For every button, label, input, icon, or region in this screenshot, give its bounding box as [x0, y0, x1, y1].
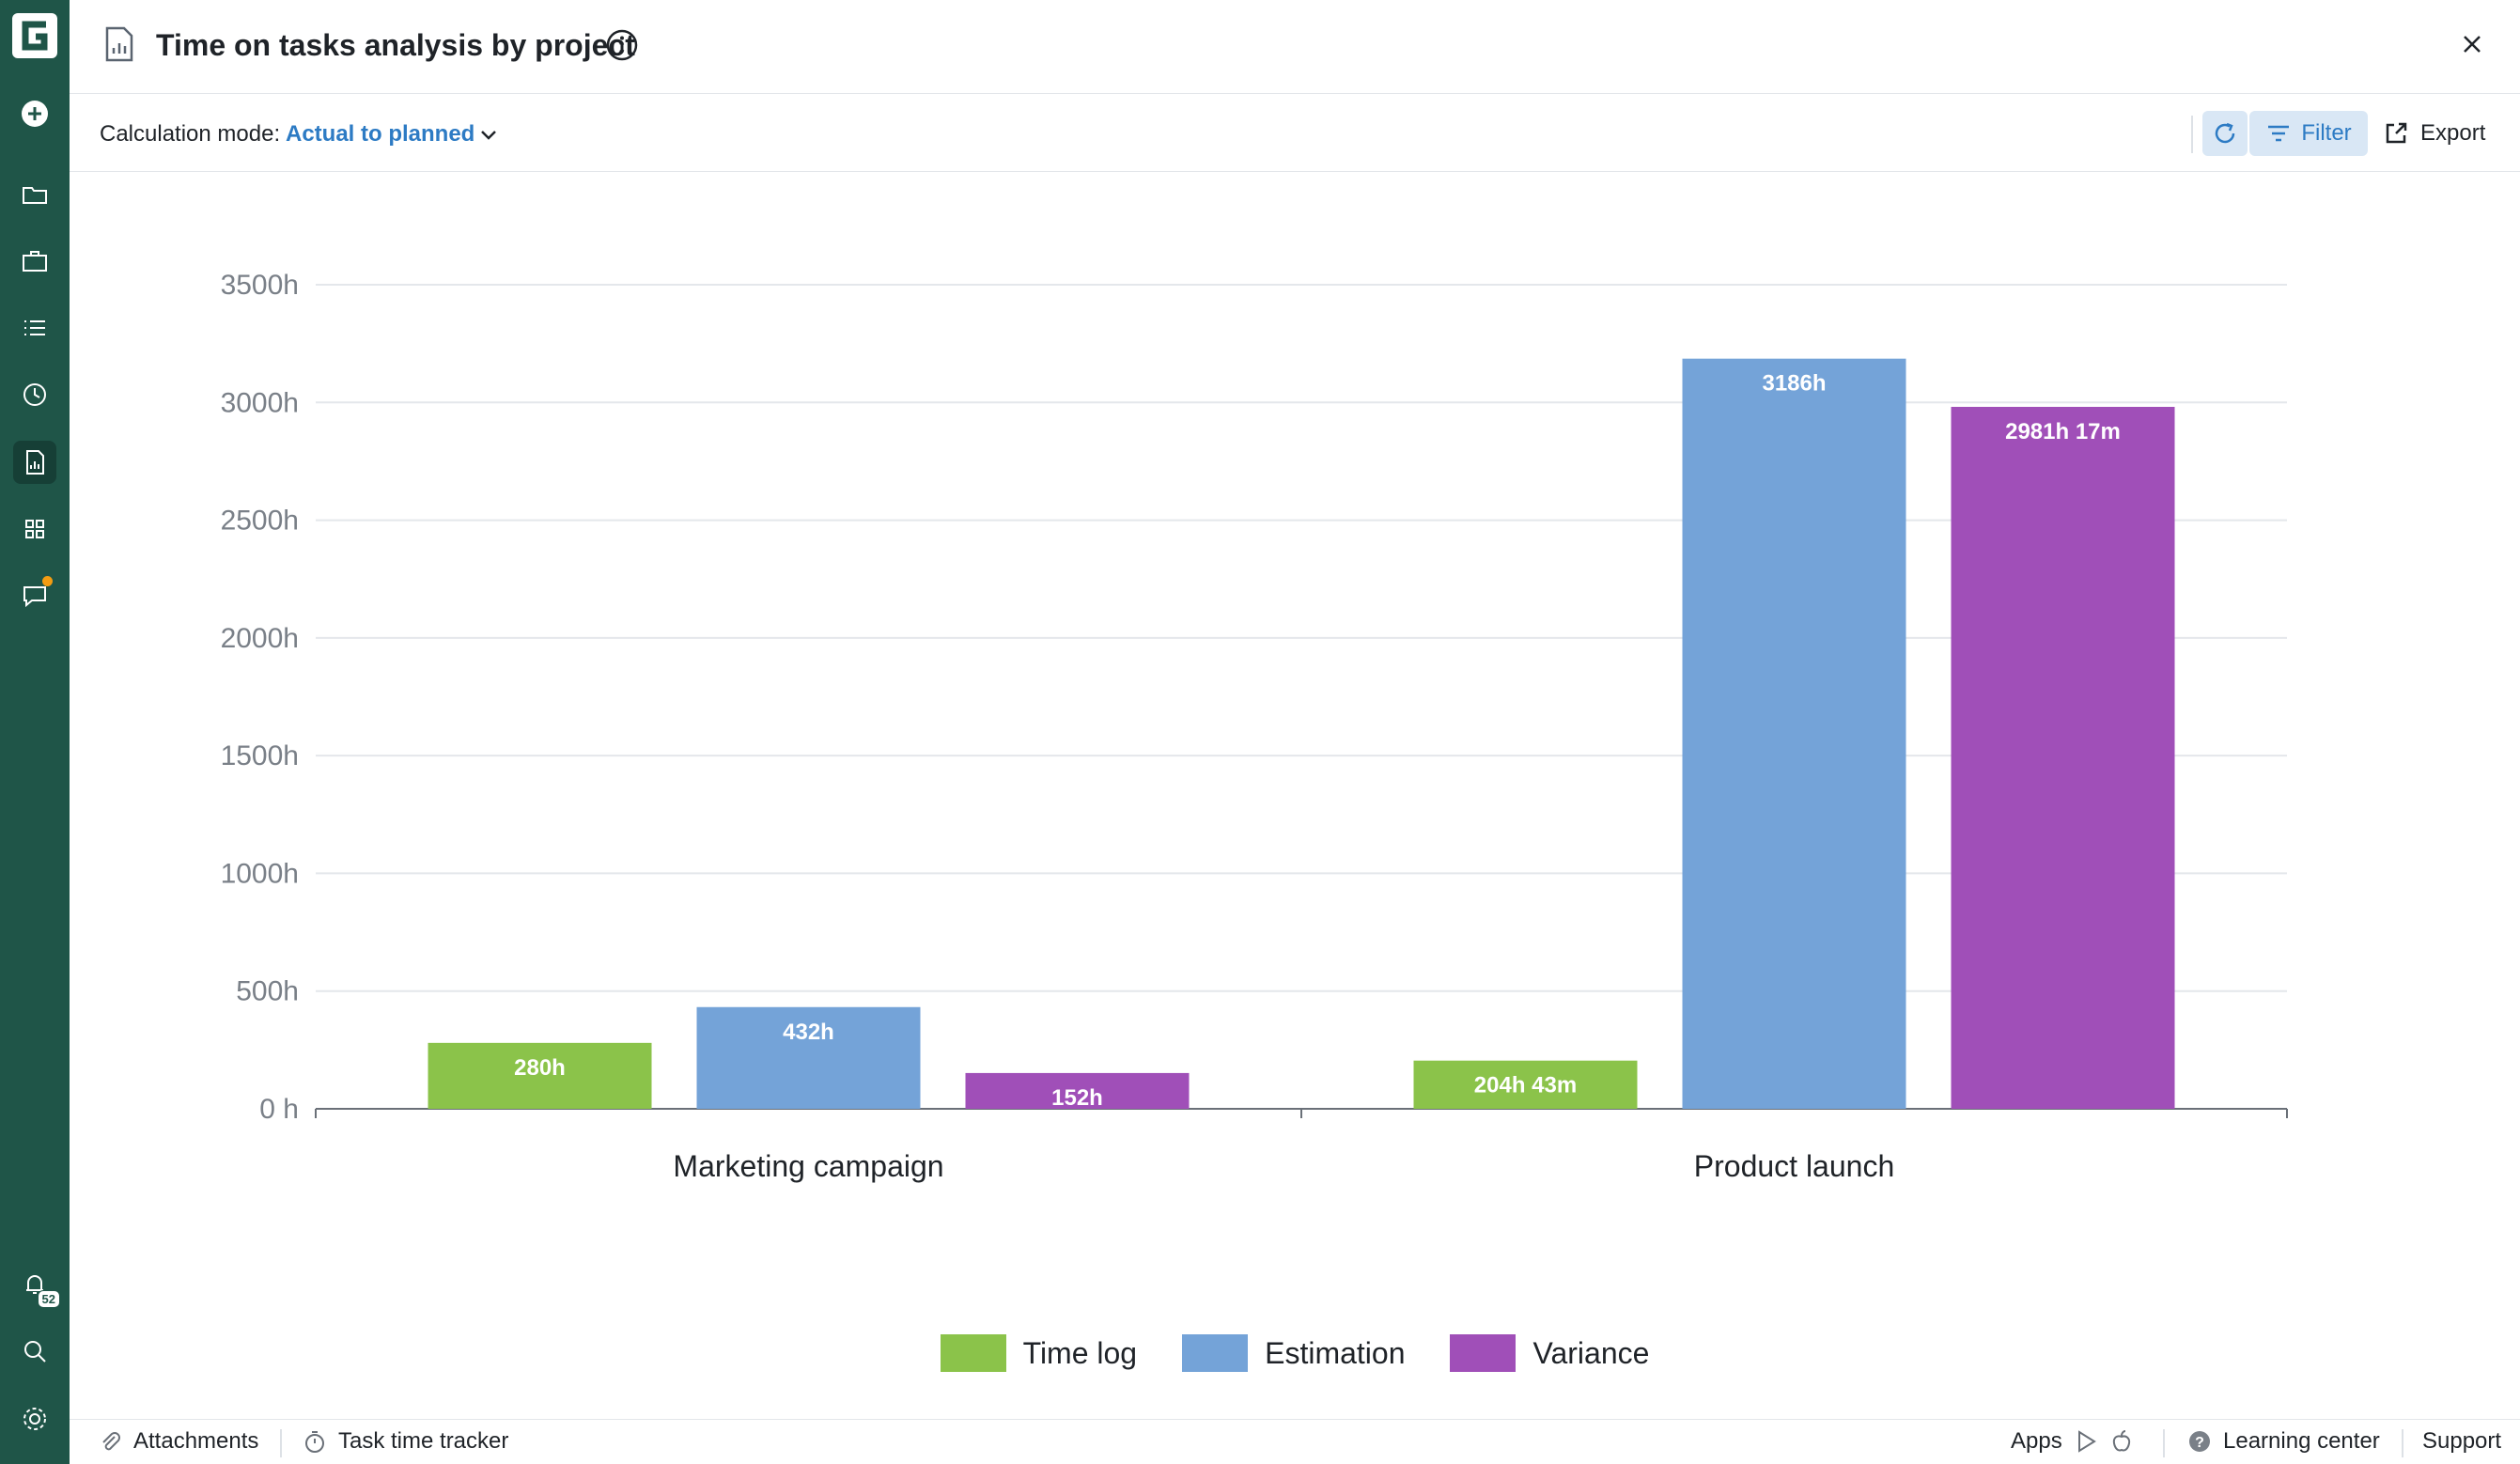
stopwatch-icon [305, 1431, 324, 1453]
y-tick-label: 0 h [259, 1094, 299, 1125]
category-label: Marketing campaign [673, 1149, 943, 1183]
bar [1951, 406, 2175, 1109]
footer-divider [2163, 1429, 2165, 1457]
bar [1682, 358, 1906, 1109]
apps-grid-icon[interactable] [13, 507, 56, 551]
logo-icon[interactable] [10, 11, 59, 60]
legend-swatch [1450, 1334, 1517, 1372]
report-header: Time on tasks analysis by project [70, 0, 2520, 94]
export-button[interactable]: Export [2383, 111, 2485, 156]
apps-label: Apps [2011, 1428, 2062, 1454]
legend-item[interactable]: Estimation [1182, 1334, 1405, 1372]
folder-icon[interactable] [13, 173, 56, 216]
learning-center-label: Learning center [2223, 1428, 2380, 1454]
google-play-icon [2077, 1430, 2096, 1453]
time-analysis-chart: 0 h 500h 1000h 1500h 2000h 2500h 3000h 3500h 280… [70, 173, 2520, 1419]
bar-value-label: 280h [514, 1055, 566, 1081]
filter-label: Filter [2301, 120, 2352, 146]
category-label: Product launch [1694, 1149, 1894, 1183]
support-button[interactable]: Support [2422, 1428, 2501, 1455]
export-label: Export [2420, 120, 2486, 146]
footer-bar: Attachments Task time tracker Apps ? Lea… [70, 1419, 2520, 1464]
close-icon[interactable] [2458, 30, 2486, 58]
chevron-down-icon[interactable] [477, 123, 500, 146]
bar [1413, 1060, 1638, 1109]
refresh-icon [2215, 122, 2235, 144]
support-label: Support [2422, 1428, 2502, 1454]
y-tick-label: 2500h [221, 506, 299, 537]
bar-value-label: 204h 43m [1474, 1073, 1577, 1098]
bar-value-label: 2981h 17m [2005, 419, 2121, 444]
search-icon[interactable] [13, 1330, 56, 1373]
task-time-tracker-label: Task time tracker [338, 1428, 509, 1454]
export-icon [2386, 122, 2407, 144]
y-tick-label: 2000h [221, 623, 299, 654]
briefcase-icon[interactable] [13, 240, 56, 283]
filter-button[interactable]: Filter [2249, 111, 2368, 156]
chart-legend: Time log Estimation Variance [70, 1334, 2520, 1372]
bar-value-label: 432h [783, 1020, 834, 1045]
notification-count-badge: 52 [37, 1290, 60, 1308]
list-icon[interactable] [13, 306, 56, 350]
paperclip-icon [102, 1432, 120, 1451]
svg-text:?: ? [2195, 1435, 2204, 1451]
bar [965, 1072, 1190, 1109]
apps-button[interactable]: Apps [2011, 1428, 2134, 1455]
legend-swatch [1182, 1334, 1249, 1372]
report-icon[interactable] [13, 441, 56, 484]
page-title: Time on tasks analysis by project [156, 28, 635, 62]
legend-item[interactable]: Variance [1450, 1334, 1649, 1372]
legend-item[interactable]: Time log [940, 1334, 1138, 1372]
legend-swatch [940, 1334, 1006, 1372]
legend-label: Estimation [1265, 1335, 1406, 1370]
info-icon[interactable] [605, 28, 639, 62]
refresh-button[interactable] [2202, 111, 2248, 156]
y-tick-label: 1000h [221, 858, 299, 889]
bar-value-label: 152h [1051, 1085, 1103, 1111]
legend-label: Variance [1532, 1335, 1650, 1370]
footer-divider [280, 1429, 282, 1457]
sidebar: 52 [0, 0, 70, 1464]
gear-icon[interactable] [13, 1397, 56, 1441]
report-icon [105, 26, 133, 62]
clock-icon[interactable] [13, 373, 56, 416]
chat-icon[interactable] [13, 574, 56, 617]
y-tick-label: 3500h [221, 270, 299, 301]
attachments-button[interactable]: Attachments [98, 1428, 258, 1455]
legend-label: Time log [1022, 1335, 1138, 1370]
footer-divider [2402, 1429, 2403, 1457]
bar-value-label: 3186h [1762, 371, 1826, 397]
bar [696, 1006, 921, 1109]
add-icon[interactable] [13, 92, 56, 135]
bell-icon[interactable]: 52 [13, 1263, 60, 1308]
attachments-label: Attachments [133, 1428, 259, 1454]
calculation-mode-select[interactable]: Actual to planned [286, 121, 475, 147]
help-icon: ? [2189, 1431, 2210, 1452]
filter-icon [2268, 125, 2290, 142]
y-tick-label: 500h [236, 976, 299, 1007]
chat-notification-dot [42, 576, 53, 586]
learning-center-button[interactable]: ? Learning center [2187, 1428, 2380, 1455]
task-time-tracker-button[interactable]: Task time tracker [303, 1428, 508, 1455]
apple-icon [2112, 1430, 2130, 1452]
calculation-mode-label: Calculation mode: [100, 121, 281, 147]
bar [428, 1042, 652, 1109]
y-tick-label: 1500h [221, 740, 299, 771]
bar-chart-svg: 0 h 500h 1000h 1500h 2000h 2500h 3000h 3500h 280… [221, 270, 2288, 1183]
y-tick-label: 3000h [221, 387, 299, 418]
toolbar-divider [2191, 116, 2193, 153]
report-toolbar: Calculation mode: Actual to planned Filt… [70, 95, 2520, 172]
